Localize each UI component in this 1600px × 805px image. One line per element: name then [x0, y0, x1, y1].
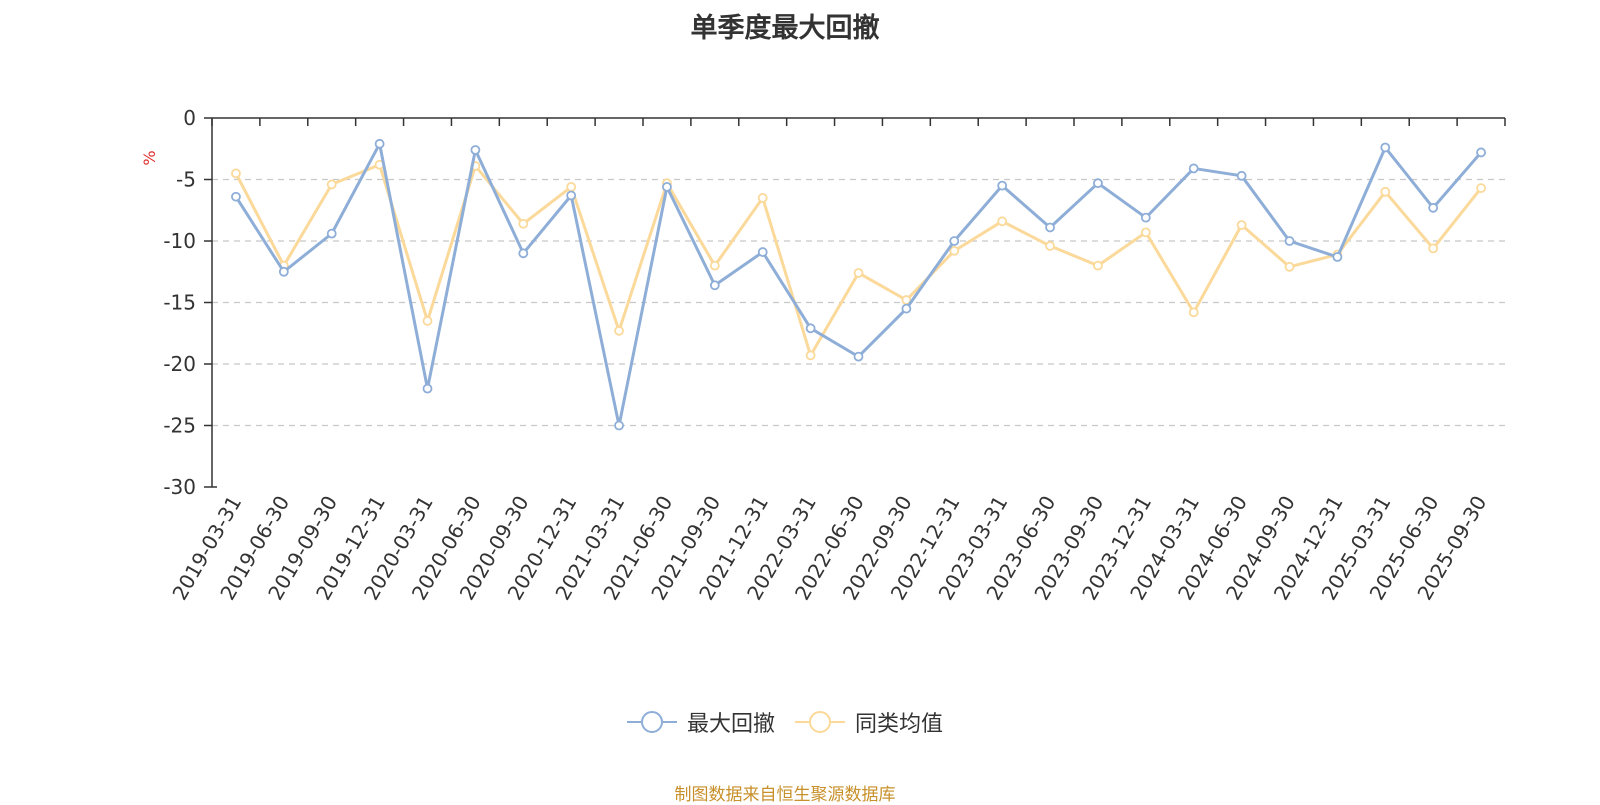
series-line-max-drawdown — [234, 142, 1483, 427]
data-point-peer-average[interactable] — [1188, 307, 1199, 318]
data-point-peer-average[interactable] — [1140, 227, 1151, 238]
data-point-max-drawdown[interactable] — [470, 145, 481, 155]
data-point-max-drawdown[interactable] — [709, 280, 720, 291]
data-point-max-drawdown[interactable] — [1045, 222, 1055, 233]
legend-marker-max-drawdown — [626, 711, 677, 733]
axes — [211, 117, 1505, 488]
y-tick-label: -20 — [163, 352, 196, 376]
y-tick-label: -30 — [163, 475, 196, 499]
data-point-max-drawdown[interactable] — [757, 247, 768, 257]
data-point-max-drawdown[interactable] — [518, 248, 529, 259]
data-point-peer-average[interactable] — [1045, 241, 1055, 251]
data-point-max-drawdown[interactable] — [662, 181, 672, 192]
data-point-peer-average[interactable] — [757, 193, 768, 203]
data-point-peer-average[interactable] — [1284, 261, 1295, 272]
data-point-max-drawdown[interactable] — [566, 190, 577, 201]
y-axis-unit-label: % — [140, 150, 159, 165]
data-point-max-drawdown[interactable] — [853, 351, 864, 362]
series-group — [231, 138, 1486, 431]
data-point-peer-average[interactable] — [231, 168, 241, 179]
y-tick-label: -25 — [163, 414, 196, 438]
data-point-peer-average[interactable] — [1093, 260, 1103, 271]
data-point-max-drawdown[interactable] — [901, 303, 912, 314]
x-axis-ticks: 2019-03-312019-06-302019-09-302019-12-31… — [167, 118, 1506, 604]
legend-item-peer-average[interactable]: 同类均值 — [795, 706, 943, 738]
data-point-max-drawdown[interactable] — [1380, 142, 1391, 153]
legend-marker-peer-average — [795, 711, 845, 733]
data-point-max-drawdown[interactable] — [422, 383, 433, 394]
data-point-max-drawdown[interactable] — [231, 191, 241, 202]
data-point-peer-average[interactable] — [518, 218, 529, 229]
data-point-max-drawdown[interactable] — [374, 138, 385, 149]
line-chart: 0 -5 -10 -15 -20 -25 -30 2019-03-312019-06-302… — [140, 106, 1506, 604]
data-point-peer-average[interactable] — [805, 350, 816, 361]
data-point-peer-average[interactable] — [614, 325, 624, 336]
legend-label-peer-average: 同类均值 — [855, 712, 944, 737]
data-point-peer-average[interactable] — [1236, 220, 1247, 230]
grid-lines — [212, 178, 1505, 427]
data-point-max-drawdown[interactable] — [1428, 202, 1439, 213]
data-point-peer-average[interactable] — [1428, 243, 1439, 254]
data-point-max-drawdown[interactable] — [949, 236, 960, 246]
legend: 最大回撤 同类均值 — [0, 706, 1570, 738]
data-point-peer-average[interactable] — [949, 245, 960, 256]
chart-title: 单季度最大回撤 — [690, 13, 880, 44]
data-point-max-drawdown[interactable] — [614, 420, 624, 431]
data-point-max-drawdown[interactable] — [278, 266, 289, 277]
data-point-peer-average[interactable] — [326, 179, 337, 190]
data-source-note: 制图数据来自恒生聚源数据库 — [674, 785, 896, 805]
data-point-peer-average[interactable] — [997, 216, 1008, 227]
data-point-max-drawdown[interactable] — [1476, 147, 1486, 158]
data-point-max-drawdown[interactable] — [1236, 170, 1247, 181]
data-point-max-drawdown[interactable] — [326, 228, 337, 239]
legend-item-max-drawdown[interactable]: 最大回撤 — [626, 706, 775, 738]
y-tick-label: -10 — [163, 229, 196, 253]
data-point-peer-average[interactable] — [709, 260, 720, 271]
data-point-max-drawdown[interactable] — [1284, 236, 1295, 246]
data-point-peer-average[interactable] — [422, 316, 433, 326]
data-point-peer-average[interactable] — [1476, 183, 1486, 194]
data-point-max-drawdown[interactable] — [997, 180, 1008, 191]
y-tick-label: 0 — [183, 106, 196, 130]
series-line-peer-average — [234, 163, 1483, 357]
data-point-max-drawdown[interactable] — [1332, 252, 1343, 262]
data-point-max-drawdown[interactable] — [1093, 178, 1103, 189]
data-point-peer-average[interactable] — [1380, 186, 1391, 197]
y-tick-label: -5 — [176, 168, 196, 192]
data-point-peer-average[interactable] — [566, 181, 577, 192]
data-point-max-drawdown[interactable] — [1188, 163, 1199, 174]
y-tick-label: -15 — [163, 291, 196, 315]
legend-label-max-drawdown: 最大回撤 — [686, 712, 775, 737]
y-axis-ticks: 0 -5 -10 -15 -20 -25 -30 — [163, 106, 212, 499]
data-point-max-drawdown[interactable] — [805, 323, 816, 334]
data-point-peer-average[interactable] — [853, 268, 864, 278]
data-point-max-drawdown[interactable] — [1140, 212, 1151, 223]
